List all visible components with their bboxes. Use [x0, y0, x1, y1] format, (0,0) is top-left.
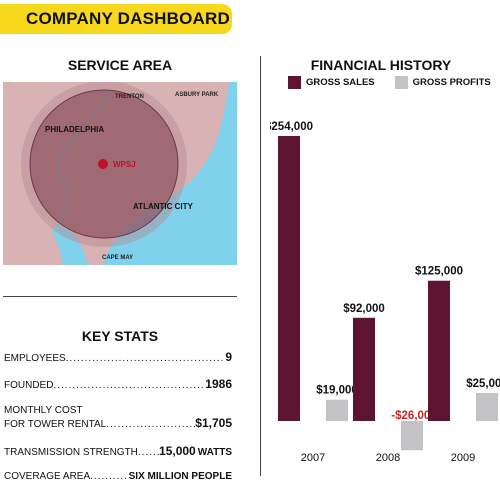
stat-tower-rental-label-2: FOR TOWER RENTAL — [4, 419, 107, 430]
station-dot — [98, 159, 108, 169]
stat-transmission: TRANSMISSION STRENGTH ..................… — [4, 444, 232, 458]
stat-transmission-value: 15,000 — [159, 444, 196, 458]
bar-sales-2007 — [278, 136, 300, 421]
chart-legend: GROSS SALES GROSS PROFITS — [288, 76, 491, 89]
financial-history-title: FINANCIAL HISTORY — [310, 57, 452, 73]
divider-vertical — [260, 56, 261, 476]
stat-transmission-unit: WATTS — [197, 447, 232, 458]
bar-profits-2009 — [476, 392, 498, 421]
key-stats-title: KEY STATS — [81, 328, 159, 344]
stat-coverage: COVERAGE AREA ..........................… — [4, 471, 232, 482]
stat-tower-rental-label-1: MONTHLY COST — [4, 405, 83, 416]
legend-swatch-sales — [288, 76, 301, 89]
title-banner: COMPANY DASHBOARD — [0, 4, 232, 34]
bar-sales-2009 — [428, 280, 450, 421]
data-label-sales-2009: $125,000 — [415, 266, 463, 278]
stat-employees-label: EMPLOYEES — [4, 353, 66, 364]
stat-tower-rental: MONTHLY COST FOR TOWER RENTAL ..........… — [4, 405, 232, 430]
leader-dots: .................................... — [137, 447, 159, 458]
leader-dots: .................................... — [90, 471, 129, 482]
bar-sales-2008 — [353, 317, 375, 421]
data-label-profits-2007: $19,000 — [316, 385, 358, 397]
legend-swatch-profits — [394, 76, 408, 89]
stat-employees-value: 9 — [225, 350, 232, 364]
label-cape-may: CAPE MAY — [102, 255, 133, 261]
label-philadelphia: PHILADELPHIA — [45, 125, 104, 134]
label-atlantic-city: ATLANTIC CITY — [133, 202, 194, 211]
x-tick-label-2008: 2008 — [376, 452, 400, 464]
service-area-map: TRENTON ASBURY PARK PHILADELPHIA WPSJ AT… — [3, 82, 237, 265]
label-station: WPSJ — [113, 160, 136, 169]
stat-coverage-label: COVERAGE AREA — [4, 471, 91, 482]
stat-founded-value: 1986 — [205, 377, 232, 391]
bar-profits-2008 — [401, 421, 423, 451]
stat-coverage-value: SIX MILLION PEOPLE — [128, 471, 232, 482]
financial-bar-chart: $254,000 $19,000 2007 $92,000 -$26,000 2008 $1… — [270, 121, 500, 464]
label-trenton: TRENTON — [115, 94, 144, 100]
data-label-profits-2009: $25,000 — [466, 378, 500, 390]
stat-founded-label: FOUNDED — [4, 380, 54, 391]
bar-profits-2007 — [326, 399, 348, 421]
service-area-title: SERVICE AREA — [67, 57, 173, 73]
data-label-profits-2008: -$26,000 — [391, 410, 436, 422]
x-tick-label-2007: 2007 — [301, 452, 325, 464]
divider-horizontal — [3, 296, 237, 297]
data-label-sales-2008: $92,000 — [343, 303, 385, 315]
data-label-sales-2007: $254,000 — [270, 121, 313, 133]
leader-dots: ........................................… — [106, 419, 195, 430]
leader-dots: ........................................… — [65, 353, 226, 364]
stat-transmission-label: TRANSMISSION STRENGTH — [4, 447, 138, 458]
leader-dots: ........................................… — [53, 380, 206, 391]
legend-label-sales: GROSS SALES — [306, 77, 375, 88]
stat-employees: EMPLOYEES ..............................… — [4, 350, 232, 364]
stat-tower-rental-value: $1,705 — [195, 416, 232, 430]
label-asbury-park: ASBURY PARK — [175, 92, 219, 98]
legend-label-profits: GROSS PROFITS — [412, 77, 491, 88]
x-tick-label-2009: 2009 — [451, 452, 475, 464]
map-bay — [52, 226, 89, 265]
page-title: COMPANY DASHBOARD — [26, 9, 230, 28]
stat-founded: FOUNDED ................................… — [4, 377, 232, 391]
